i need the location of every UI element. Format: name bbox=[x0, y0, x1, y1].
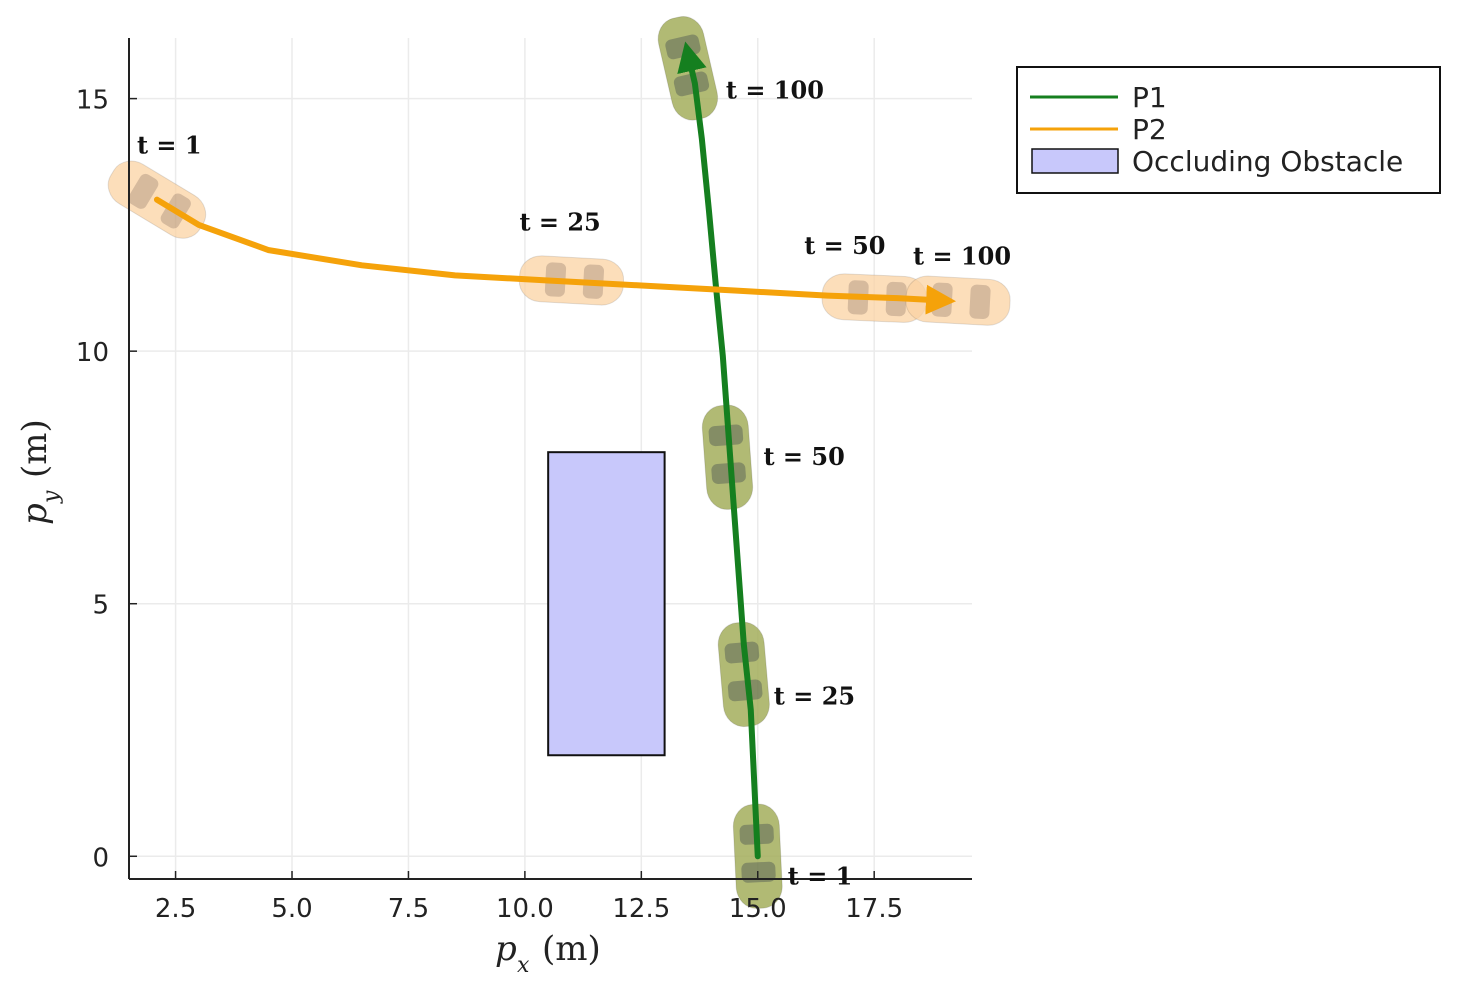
car-front-window bbox=[969, 284, 991, 320]
y-axis-label: p y (m) bbox=[15, 419, 64, 525]
x-tick-label: 5.0 bbox=[271, 894, 312, 924]
occluding-obstacle bbox=[547, 451, 666, 757]
y-axis-label-sub: y bbox=[39, 490, 64, 504]
car-body bbox=[657, 15, 719, 121]
x-tick-label: 12.5 bbox=[612, 894, 670, 924]
legend-obstacle-label: Occluding Obstacle bbox=[1132, 145, 1403, 178]
legend-p1-label: P1 bbox=[1132, 81, 1167, 114]
series-p2-line bbox=[153, 196, 957, 315]
y-tick-label: 15 bbox=[76, 86, 109, 116]
x-tick-label: 15.0 bbox=[729, 894, 787, 924]
annotation-p2-label: t = 100 bbox=[913, 242, 1011, 271]
annotation-p2-label: t = 25 bbox=[519, 207, 600, 236]
x-tick-label: 2.5 bbox=[155, 894, 196, 924]
annotation-p2-label: t = 1 bbox=[137, 131, 202, 160]
y-tick-label: 5 bbox=[92, 591, 109, 621]
annotation-p2-label: t = 50 bbox=[804, 231, 885, 260]
car-rear-window bbox=[741, 861, 776, 883]
x-axis-label-sub: x bbox=[517, 953, 530, 978]
series-layer bbox=[153, 41, 957, 860]
series-p1-line bbox=[677, 41, 761, 860]
annotation-p1-label: t = 100 bbox=[726, 75, 824, 104]
annotation-labels: t = 1 t = 25 t = 50 t = 100 t = 1 t = 25 t = 5… bbox=[137, 75, 1011, 890]
obstacle-layer bbox=[547, 451, 666, 757]
annotation-p1-label: t = 1 bbox=[788, 861, 853, 890]
axes: 2.5 5.0 7.5 10.0 12.5 15.0 17.5 0 5 10 15 bbox=[76, 38, 972, 924]
car-rear-window bbox=[673, 71, 710, 97]
y-axis-label-unit: (m) bbox=[15, 419, 55, 478]
x-tick-label: 10.0 bbox=[496, 894, 554, 924]
car-rear-window bbox=[727, 679, 763, 702]
x-tick-label: 17.5 bbox=[845, 894, 903, 924]
x-axis-label: p x (m) bbox=[495, 929, 601, 978]
x-tick-label: 7.5 bbox=[388, 894, 429, 924]
car-p1-marker bbox=[657, 15, 719, 121]
car-p1-marker bbox=[717, 621, 770, 728]
x-axis-label-unit: (m) bbox=[542, 929, 601, 969]
legend: P1 P2 Occluding Obstacle bbox=[1016, 66, 1441, 194]
annotation-p1-label: t = 25 bbox=[774, 681, 855, 710]
annotation-p1-label: t = 50 bbox=[763, 442, 844, 471]
y-axis-label-symbol: p bbox=[15, 503, 55, 525]
y-tick-label: 10 bbox=[76, 338, 109, 368]
legend-p2-label: P2 bbox=[1132, 113, 1167, 146]
x-axis-label-symbol: p bbox=[495, 929, 517, 969]
car-rear-window bbox=[128, 173, 159, 209]
legend-obstacle-swatch bbox=[1031, 148, 1119, 174]
y-tick-label: 0 bbox=[92, 843, 109, 873]
